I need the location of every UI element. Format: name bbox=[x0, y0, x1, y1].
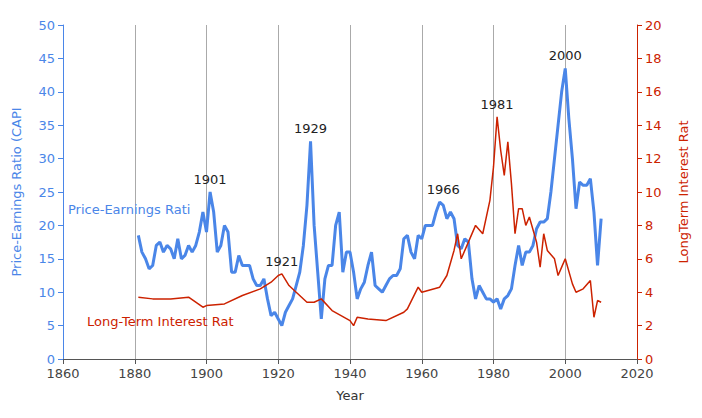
svg-text:Price-Earnings Ratio (CAPI: Price-Earnings Ratio (CAPI bbox=[9, 107, 24, 276]
svg-text:Long-Term Interest Rat: Long-Term Interest Rat bbox=[87, 314, 234, 329]
svg-text:1929: 1929 bbox=[294, 121, 327, 136]
svg-text:1900: 1900 bbox=[190, 366, 223, 381]
svg-text:6: 6 bbox=[645, 251, 653, 266]
svg-text:1966: 1966 bbox=[427, 182, 460, 197]
svg-text:Price-Earnings Rati: Price-Earnings Rati bbox=[68, 202, 190, 217]
svg-text:40: 40 bbox=[38, 84, 55, 99]
svg-text:15: 15 bbox=[38, 251, 55, 266]
svg-text:2000: 2000 bbox=[549, 366, 582, 381]
svg-text:35: 35 bbox=[38, 118, 55, 133]
svg-text:1940: 1940 bbox=[333, 366, 366, 381]
svg-text:0: 0 bbox=[645, 352, 653, 367]
svg-text:1960: 1960 bbox=[405, 366, 438, 381]
svg-text:25: 25 bbox=[38, 185, 55, 200]
svg-text:20: 20 bbox=[645, 18, 662, 33]
svg-text:12: 12 bbox=[645, 151, 662, 166]
svg-text:20: 20 bbox=[38, 218, 55, 233]
svg-text:1901: 1901 bbox=[194, 172, 227, 187]
svg-text:1981: 1981 bbox=[481, 97, 514, 112]
svg-text:18: 18 bbox=[645, 51, 662, 66]
svg-text:10: 10 bbox=[38, 285, 55, 300]
svg-text:8: 8 bbox=[645, 218, 653, 233]
svg-text:2: 2 bbox=[645, 318, 653, 333]
svg-text:1980: 1980 bbox=[477, 366, 510, 381]
svg-text:4: 4 bbox=[645, 285, 653, 300]
svg-text:2000: 2000 bbox=[549, 48, 582, 63]
svg-text:16: 16 bbox=[645, 84, 662, 99]
svg-text:LongTerm Interest Rat: LongTerm Interest Rat bbox=[676, 120, 691, 263]
svg-text:45: 45 bbox=[38, 51, 55, 66]
svg-text:1880: 1880 bbox=[118, 366, 151, 381]
svg-text:50: 50 bbox=[38, 18, 55, 33]
svg-text:14: 14 bbox=[645, 118, 662, 133]
svg-text:30: 30 bbox=[38, 151, 55, 166]
svg-text:Year: Year bbox=[335, 388, 364, 403]
svg-text:1920: 1920 bbox=[262, 366, 295, 381]
svg-text:1860: 1860 bbox=[46, 366, 79, 381]
svg-text:5: 5 bbox=[47, 318, 55, 333]
svg-text:0: 0 bbox=[47, 352, 55, 367]
svg-text:1921: 1921 bbox=[265, 254, 298, 269]
svg-text:2020: 2020 bbox=[620, 366, 653, 381]
svg-text:10: 10 bbox=[645, 185, 662, 200]
